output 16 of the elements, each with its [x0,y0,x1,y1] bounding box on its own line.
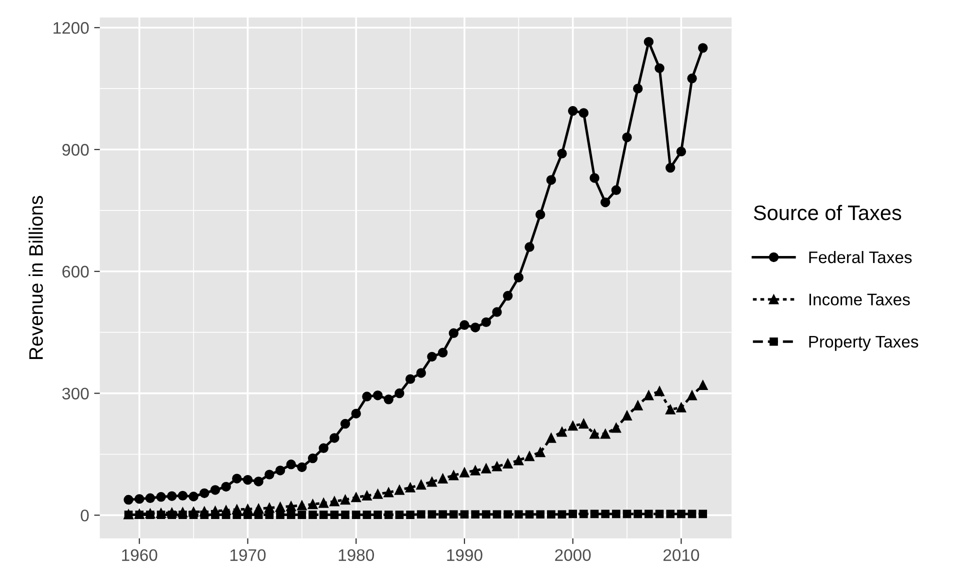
x-tick-label: 1970 [230,549,266,562]
x-tick-label: 1990 [447,549,482,562]
y-tick-label: 600 [62,266,89,278]
y-tick-label: 300 [62,388,89,400]
x-tick-label: 1980 [338,549,374,562]
legend-label: Income Taxes [809,294,910,306]
legend-label: Property Taxes [809,336,918,351]
legend-title: Source of Taxes [754,204,902,220]
y-axis-title: Revenue in Billions [28,196,43,359]
y-tick-label: 1200 [54,22,89,34]
y-tick-label: 0 [80,510,89,522]
x-tick-label: 2010 [664,549,700,562]
legend-label: Federal Taxes [809,250,912,264]
y-tick-label: 900 [62,144,89,156]
x-tick-label: 2000 [555,549,591,562]
x-tick-label: 1960 [122,549,158,562]
